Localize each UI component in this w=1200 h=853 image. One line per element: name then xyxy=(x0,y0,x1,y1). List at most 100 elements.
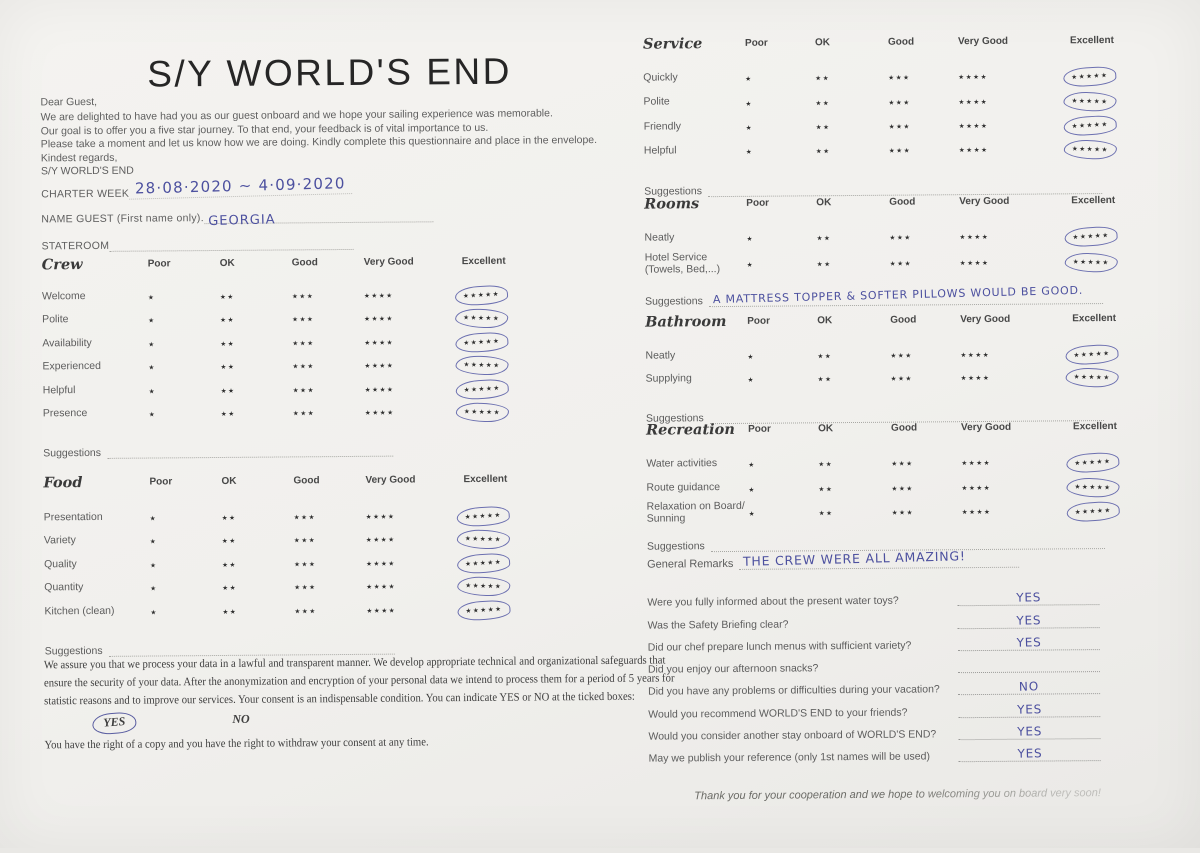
star-cell-good: ★★★ xyxy=(890,252,960,271)
star-cell-ok: ★★ xyxy=(816,140,889,159)
star-cell-verygood: ★★★★ xyxy=(959,225,1071,244)
rooms-rows: Neatly ★ ★★ ★★★ ★★★★ ★★★★★ Hotel Service… xyxy=(644,221,1151,277)
food-rows: Presentation ★ ★★ ★★★ ★★★★ ★★★★★ Variety… xyxy=(44,501,557,623)
star-cell-poor: ★ xyxy=(149,380,221,399)
general-remarks-row: General Remarks THE CREW WERE ALL AMAZIN… xyxy=(647,549,1019,571)
star-cell-excellent: ★★★★★ xyxy=(1073,366,1153,385)
col-header-ok: OK xyxy=(815,37,888,49)
star-cell-ok: ★★ xyxy=(222,530,294,549)
star-cell-poor: ★ xyxy=(148,356,220,375)
col-header-poor: Poor xyxy=(745,37,815,49)
consent-no: NO xyxy=(232,712,250,733)
star-cell-good: ★★★ xyxy=(294,529,366,548)
star-cell-good: ★★★ xyxy=(891,477,961,496)
answer-line: YES xyxy=(959,742,1101,762)
star-cell-ok: ★★ xyxy=(222,577,294,596)
star-cell-verygood: ★★★★ xyxy=(961,451,1073,470)
crew-title: Crew xyxy=(42,256,148,274)
col-header-excellent: Excellent xyxy=(1073,421,1153,433)
star-cell-good: ★★★ xyxy=(292,308,364,327)
rooms-suggestions-handwriting: A MATTRESS TOPPER & SOFTER PILLOWS WOULD… xyxy=(713,284,1084,306)
star-cell-poor: ★ xyxy=(745,67,815,86)
row-label: Helpful xyxy=(644,144,746,157)
section-service: Service Poor OK Good Very Good Excellent… xyxy=(643,32,1151,198)
star-cell-excellent: ★★★★★ xyxy=(1074,500,1154,519)
star-cell-ok: ★★ xyxy=(817,253,890,272)
star-cell-ok: ★★ xyxy=(817,344,890,363)
star-cell-good: ★★★ xyxy=(293,402,365,421)
star-cell-excellent: ★★★★★ xyxy=(1071,138,1151,157)
answer-handwriting: YES xyxy=(1017,746,1042,761)
star-cell-good: ★★★ xyxy=(892,501,962,520)
row-label: Presence xyxy=(43,407,149,420)
rating-row: Water activities ★ ★★ ★★★ ★★★★ ★★★★★ xyxy=(646,448,1153,476)
star-cell-verygood: ★★★★ xyxy=(364,331,462,350)
questions-list: Were you fully informed about the presen… xyxy=(647,583,1100,765)
rating-row: Helpful ★ ★★ ★★★ ★★★★ ★★★★★ xyxy=(43,374,555,402)
star-cell-poor: ★ xyxy=(149,403,221,422)
rating-row: Friendly ★ ★★ ★★★ ★★★★ ★★★★★ xyxy=(644,110,1151,138)
privacy-line: statistic reasons and to improve our ser… xyxy=(44,688,565,710)
row-label: Welcome xyxy=(42,289,148,302)
star-cell-verygood: ★★★★ xyxy=(958,90,1070,109)
col-header-good: Good xyxy=(293,475,365,487)
star-cell-poor: ★ xyxy=(150,507,222,526)
col-header-excellent: Excellent xyxy=(463,473,555,485)
rooms-header: Rooms Poor OK Good Very Good Excellent xyxy=(644,192,1151,213)
col-header-ok: OK xyxy=(818,423,891,435)
answer-handwriting: YES xyxy=(1016,613,1041,628)
consent-yes-circled: YES xyxy=(92,711,138,735)
star-cell-ok: ★★ xyxy=(221,403,293,422)
star-cell-good: ★★★ xyxy=(889,226,959,245)
star-cell-verygood: ★★★★ xyxy=(962,501,1074,520)
answer-line: NO xyxy=(958,676,1100,696)
rating-row: Welcome ★ ★★ ★★★ ★★★★ ★★★★★ xyxy=(42,280,554,308)
answer-handwriting: YES xyxy=(1017,724,1042,739)
star-cell-good: ★★★ xyxy=(889,140,959,159)
col-header-verygood: Very Good xyxy=(961,421,1073,433)
star-cell-verygood: ★★★★ xyxy=(959,139,1071,158)
general-remarks-label: General Remarks xyxy=(647,558,733,571)
star-cell-ok: ★★ xyxy=(815,67,888,86)
star-cell-poor: ★ xyxy=(148,286,220,305)
question-row: Would you consider another stay onboard … xyxy=(648,717,1100,743)
row-label: Hotel Service(Towels, Bed,...) xyxy=(645,250,747,276)
star-cell-ok: ★★ xyxy=(220,309,292,328)
star-cell-excellent: ★★★★★ xyxy=(1073,451,1153,470)
general-remarks-block: General Remarks THE CREW WERE ALL AMAZIN… xyxy=(647,548,1101,803)
star-cell-good: ★★★ xyxy=(294,600,366,619)
question-row: Did our chef prepare lunch menus with su… xyxy=(648,628,1100,654)
row-label: Quality xyxy=(44,557,150,570)
bathroom-title: Bathroom xyxy=(645,313,747,331)
star-cell-poor: ★ xyxy=(746,227,816,246)
question-text: May we publish your reference (only 1st … xyxy=(649,751,930,765)
col-header-ok: OK xyxy=(221,475,293,487)
food-title: Food xyxy=(43,474,149,492)
col-header-poor: Poor xyxy=(748,423,818,435)
star-cell-good: ★★★ xyxy=(888,66,958,85)
star-cell-poor: ★ xyxy=(150,601,222,620)
recreation-rows: Water activities ★ ★★ ★★★ ★★★★ ★★★★★ Rou… xyxy=(646,448,1154,526)
recreation-title: Recreation xyxy=(646,421,748,439)
rating-row: Presence ★ ★★ ★★★ ★★★★ ★★★★★ xyxy=(43,398,555,426)
row-label: Friendly xyxy=(644,120,746,133)
star-cell-excellent: ★★★★★ xyxy=(1072,251,1152,270)
row-label: Supplying xyxy=(646,372,748,385)
question-text: Did you enjoy our afternoon snacks? xyxy=(648,662,819,675)
star-cell-excellent: ★★★★★ xyxy=(464,575,556,594)
rating-row: Quality ★ ★★ ★★★ ★★★★ ★★★★★ xyxy=(44,548,556,576)
star-cell-poor: ★ xyxy=(749,503,819,522)
star-cell-good: ★★★ xyxy=(889,115,959,134)
answer-line: YES xyxy=(957,586,1099,606)
privacy-rights-line: You have the right of a copy and you hav… xyxy=(44,732,565,754)
star-cell-excellent: ★★★★★ xyxy=(463,377,555,396)
row-label: Polite xyxy=(42,313,148,326)
star-cell-ok: ★★ xyxy=(221,379,293,398)
rating-row: Neatly ★ ★★ ★★★ ★★★★ ★★★★★ xyxy=(644,221,1151,251)
charter-week-field: CHARTER WEEK 28·08·2020 ~ 4·09·2020 xyxy=(41,177,441,200)
rooms-suggestions: Suggestions A MATTRESS TOPPER & SOFTER P… xyxy=(645,285,1103,308)
star-cell-ok: ★★ xyxy=(815,91,888,110)
star-cell-poor: ★ xyxy=(148,333,220,352)
star-cell-verygood: ★★★★ xyxy=(366,505,464,524)
row-label: Kitchen (clean) xyxy=(44,604,150,617)
